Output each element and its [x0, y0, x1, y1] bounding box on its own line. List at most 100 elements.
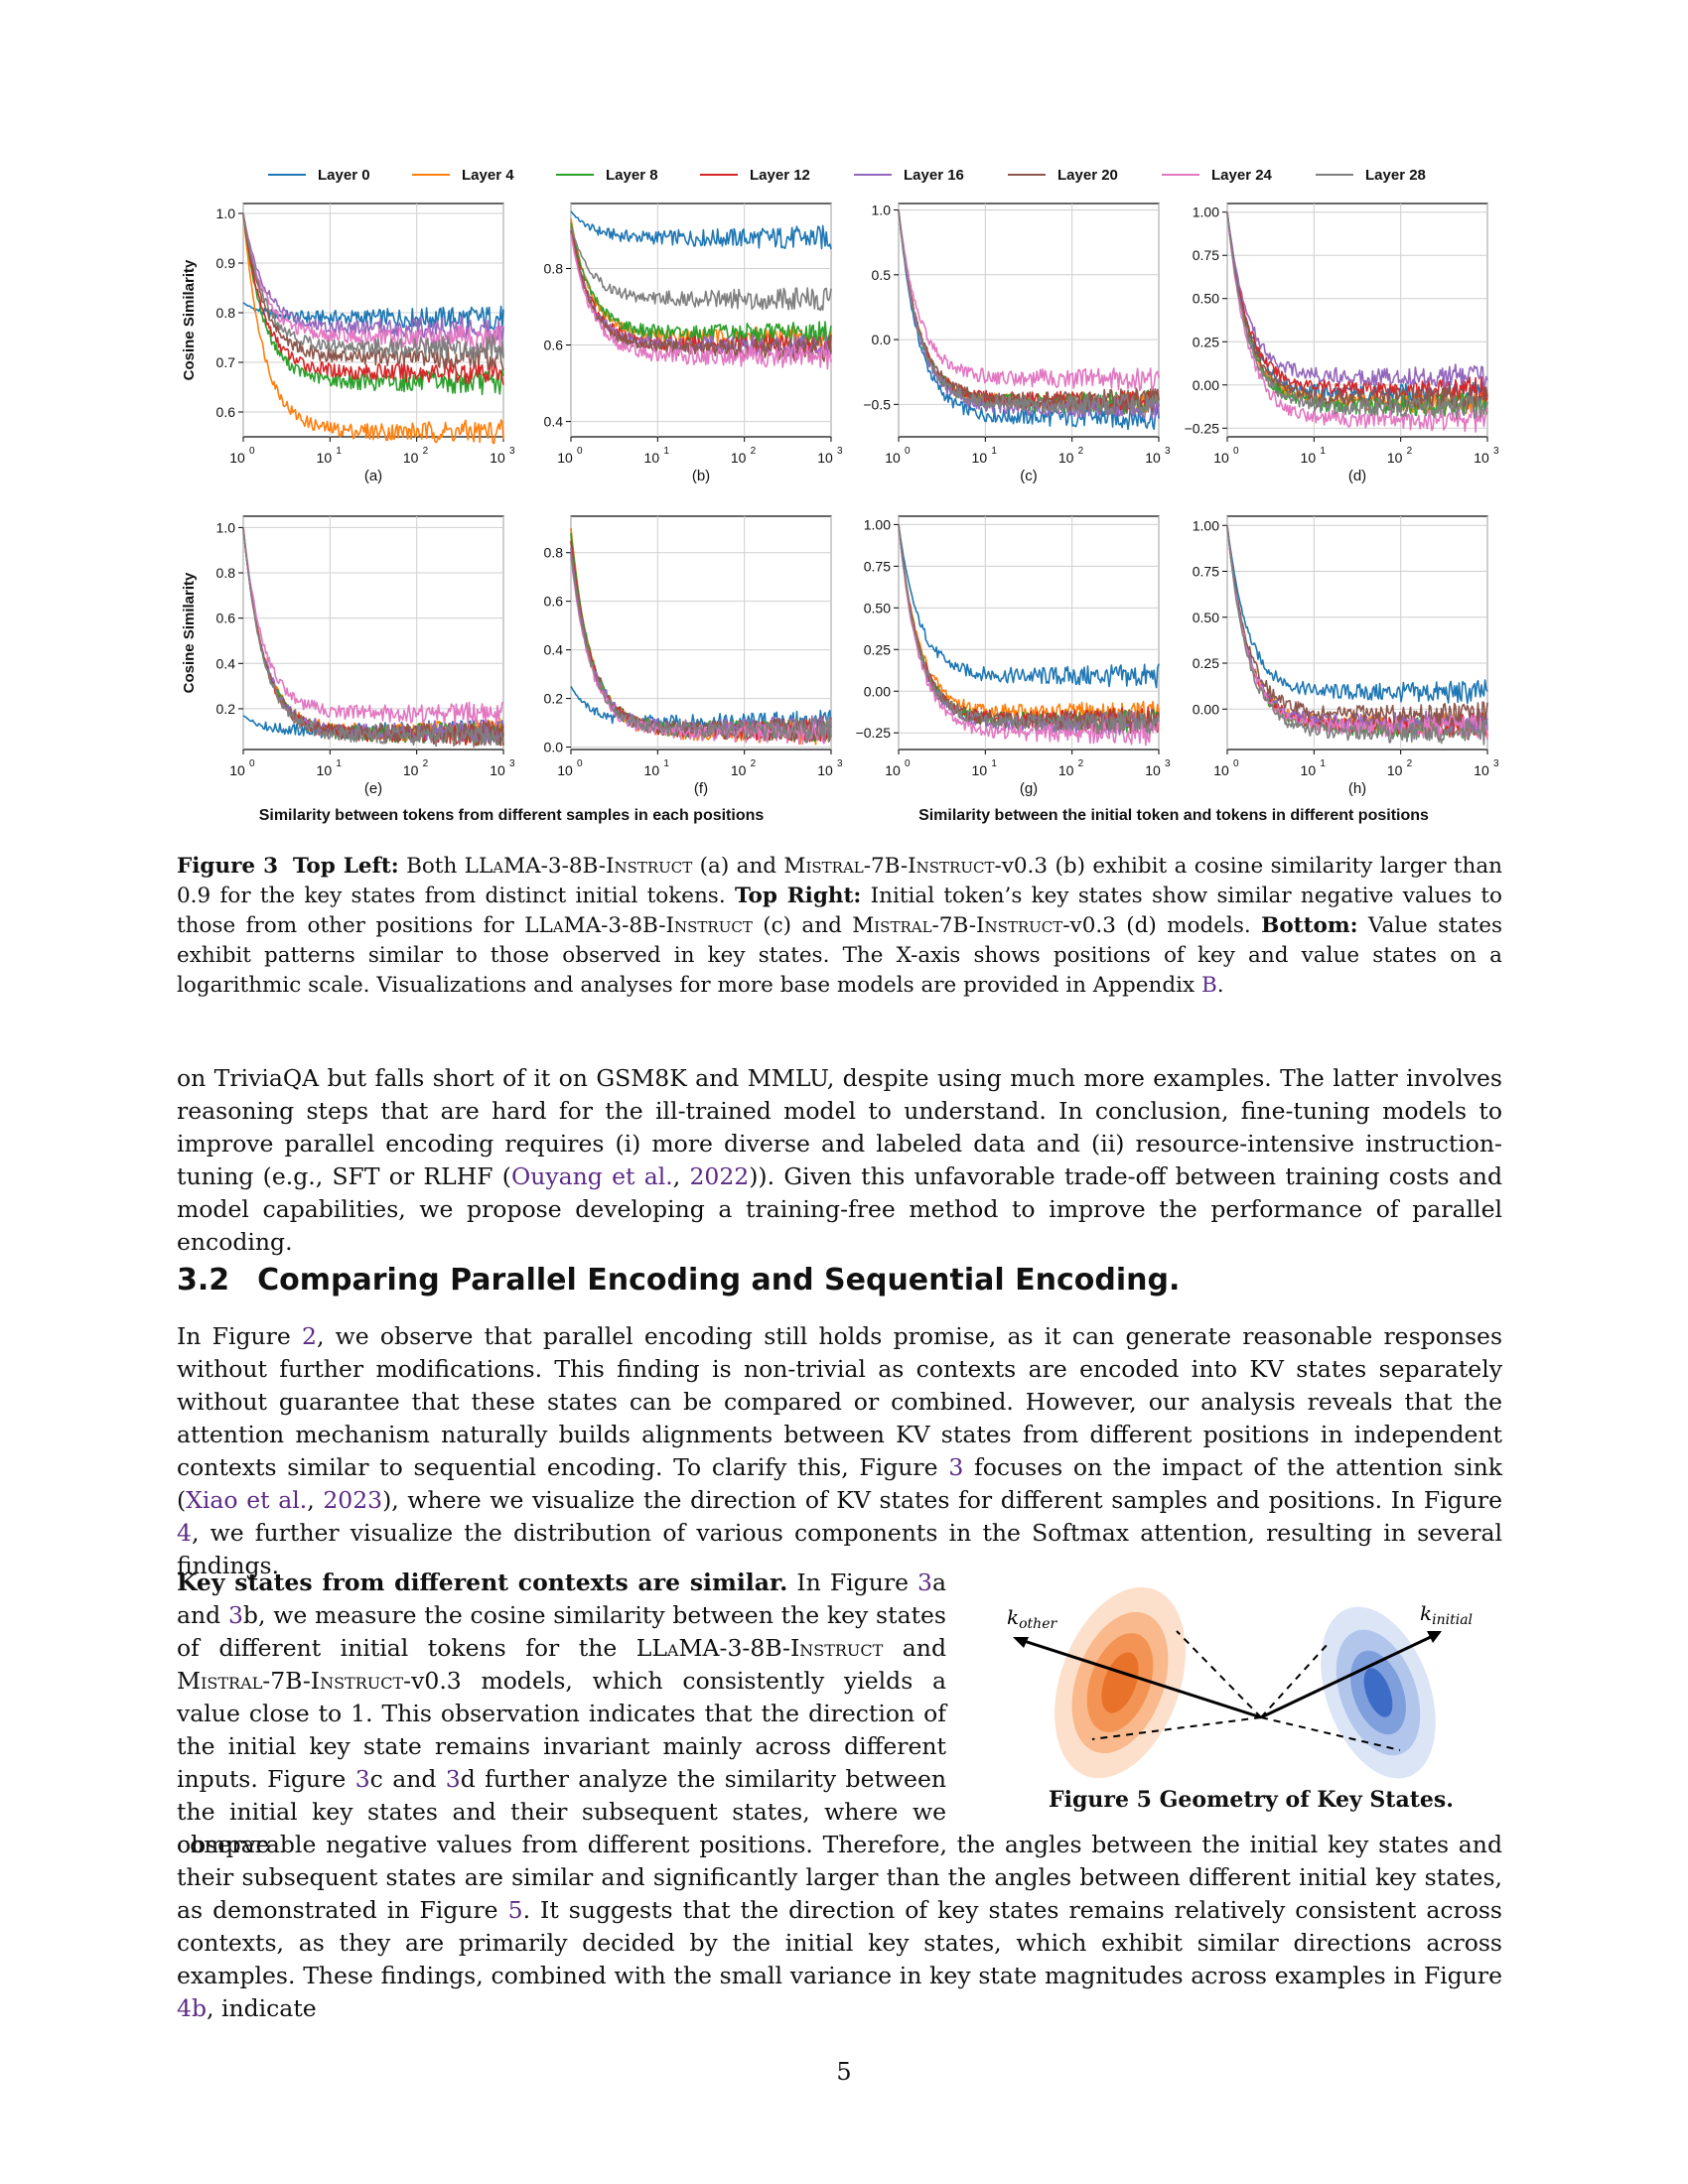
citation-xiao-year[interactable]: 2023 — [323, 1486, 383, 1514]
x-tick-label: 10 — [490, 762, 505, 778]
series-line-layer-8 — [570, 222, 832, 347]
paragraph-3-column: Key states from different contexts are s… — [177, 1567, 946, 1861]
figure-3-link[interactable]: 3 — [917, 1569, 932, 1596]
caption-text: La — [538, 913, 564, 938]
y-tick-label: 1.00 — [864, 516, 891, 532]
x-tick-exponent: 3 — [1493, 758, 1499, 769]
series-line-layer-24 — [1226, 211, 1488, 433]
x-tick-label: 10 — [1058, 450, 1074, 466]
k-other-label: kother — [1007, 1605, 1057, 1632]
y-tick-label: 1.0 — [872, 203, 892, 218]
paragraph-text: and M — [177, 1634, 946, 1695]
y-tick-label: 0.8 — [216, 305, 236, 321]
y-tick-label: 0.00 — [1193, 377, 1219, 393]
paragraph-text: , we further visualize the distribution … — [177, 1519, 1502, 1579]
y-tick-label: 1.0 — [216, 205, 236, 221]
page-number: 5 — [836, 2058, 852, 2086]
y-tick-label: 0.50 — [864, 600, 891, 615]
figure-5-caption: Figure 5 Geometry of Key States. — [1049, 1787, 1454, 1813]
x-tick-label: 10 — [1301, 762, 1317, 778]
figure-3-link[interactable]: 3 — [227, 1601, 243, 1629]
plot-frame — [570, 515, 832, 751]
citation-ouyang[interactable]: Ouyang et al. — [510, 1162, 673, 1190]
paragraph-text: nstruct — [320, 1667, 404, 1695]
x-tick-label: 10 — [885, 762, 901, 778]
appendix-link[interactable]: B — [1200, 973, 1217, 998]
x-tick-label: 10 — [229, 450, 245, 466]
y-tick-label: 0.5 — [872, 267, 892, 283]
x-tick-label: 10 — [885, 450, 901, 466]
x-tick-exponent: 2 — [1078, 758, 1084, 769]
paragraph-text: , indicate — [207, 1994, 317, 2022]
x-tick-label: 10 — [229, 762, 245, 778]
x-tick-exponent: 2 — [1407, 446, 1413, 457]
paragraph-text: , — [672, 1162, 690, 1190]
series-line-layer-16 — [1226, 211, 1488, 389]
x-tick-exponent: 1 — [991, 446, 997, 457]
x-tick-label: 10 — [1387, 450, 1403, 466]
x-tick-exponent: 3 — [509, 446, 515, 457]
caption-top-left-label: Top Left: — [292, 854, 399, 879]
series-line-layer-28 — [898, 524, 1160, 736]
figure-3-link[interactable]: 3 — [948, 1453, 964, 1481]
paragraph-1: on TriviaQA but falls short of it on GSM… — [177, 1062, 1502, 1259]
caption-text: istral — [874, 913, 932, 938]
y-tick-label: 0.2 — [544, 691, 564, 707]
paragraph-2: In Figure 2, we observe that parallel en… — [177, 1320, 1502, 1582]
section-number: 3.2 — [177, 1263, 230, 1297]
k-other-arrowhead — [1013, 1637, 1029, 1648]
x-tick-exponent: 0 — [905, 446, 911, 457]
series-line-layer-16 — [242, 527, 504, 745]
caption-text: nstruct — [674, 913, 753, 938]
caption-text: istral — [805, 854, 864, 879]
panel-label: (e) — [364, 780, 382, 797]
x-tick-label: 10 — [731, 450, 747, 466]
paragraph-text: )). Given this unfavorable trade-off bet… — [177, 1162, 1502, 1256]
series-line-layer-24 — [242, 527, 504, 726]
y-tick-label: 1.0 — [216, 519, 236, 535]
figure-4-link[interactable]: 4 — [177, 1519, 192, 1547]
x-tick-exponent: 2 — [751, 446, 757, 457]
x-tick-label: 10 — [731, 762, 747, 778]
panel-label: (a) — [364, 468, 382, 484]
series-line-layer-24 — [898, 524, 1160, 747]
x-tick-label: 10 — [403, 450, 419, 466]
series-line-layer-0 — [1226, 525, 1488, 705]
figure-3: Layer 0 Layer 4 Layer 8 Layer 12 Layer 16 Lay… — [169, 149, 1519, 834]
series-line-layer-28 — [570, 552, 832, 744]
caption-text: -7B-I — [931, 913, 985, 938]
caption-top-right-label: Top Right: — [734, 884, 862, 908]
citation-ouyang-year[interactable]: 2022 — [689, 1162, 750, 1190]
caption-text: MA-3-8B-I — [563, 913, 675, 938]
y-tick-label: 0.75 — [864, 558, 891, 574]
x-tick-label: 10 — [972, 762, 988, 778]
caption-text: nstruct — [984, 913, 1063, 938]
panel-label: (h) — [1348, 780, 1366, 797]
figure-3-link[interactable]: 3 — [354, 1765, 370, 1793]
y-tick-label: 0.4 — [216, 655, 236, 671]
figure-4b-link[interactable]: 4b — [177, 1994, 207, 2022]
paragraph-text: La — [651, 1634, 679, 1662]
legend-label: Layer 4 — [462, 167, 514, 184]
citation-xiao[interactable]: Xiao et al. — [186, 1486, 308, 1514]
y-tick-label: 0.6 — [544, 338, 564, 353]
y-tick-label: −0.5 — [863, 396, 891, 412]
paragraph-3-continued: comparable negative values from differen… — [177, 1829, 1502, 2025]
y-tick-label: 0.0 — [544, 740, 564, 755]
paragraph-text: In Figure — [787, 1569, 918, 1596]
caption-bottom-label: Bottom: — [1261, 913, 1358, 938]
paragraph-text: d further analyze the similarity between… — [177, 1765, 946, 1858]
figure-5-link[interactable]: 5 — [507, 1896, 523, 1924]
x-tick-label: 10 — [1058, 762, 1074, 778]
x-tick-label: 10 — [317, 450, 333, 466]
caption-text: . — [1216, 973, 1224, 998]
paragraph-text: istral — [201, 1667, 263, 1695]
x-tick-exponent: 2 — [1407, 758, 1413, 769]
series-line-layer-12 — [242, 212, 504, 385]
caption-text: La — [478, 854, 504, 879]
figure-5: kother kinitial — [993, 1569, 1509, 1837]
figure-2-link[interactable]: 2 — [302, 1322, 317, 1350]
panel-label: (g) — [1020, 780, 1038, 797]
y-tick-label: 0.50 — [1193, 291, 1219, 307]
figure-3-link[interactable]: 3 — [445, 1765, 461, 1793]
